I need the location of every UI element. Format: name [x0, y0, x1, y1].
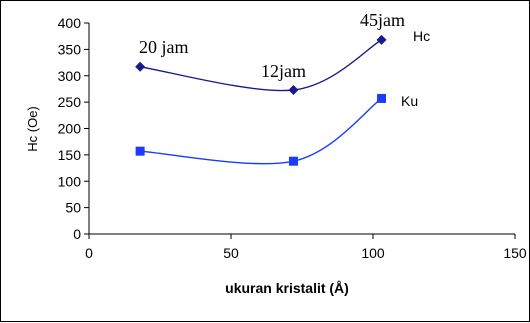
y-tick-label: 100 [58, 173, 82, 189]
series-label-ku: Ku [401, 93, 418, 109]
y-tick-label: 300 [58, 68, 82, 84]
y-axis-label: Hc (Oe) [25, 106, 40, 152]
y-ticks: 0 50 100 150 200 250 300 350 400 [58, 15, 89, 242]
annotation-20-jam: 20 jam [139, 37, 189, 57]
y-tick-label: 350 [58, 41, 82, 57]
data-point-hc [376, 34, 387, 45]
annotation-12jam: 12jam [261, 61, 306, 81]
y-tick-label: 200 [58, 121, 82, 137]
x-ticks: 0 50 100 150 [85, 234, 527, 261]
series-layer [135, 34, 387, 166]
y-tick-label: 50 [65, 200, 81, 216]
x-tick-label: 150 [503, 245, 527, 261]
x-axis-label: ukuran kristalit (Å) [225, 280, 349, 296]
y-tick-label: 0 [73, 226, 81, 242]
y-tick-label: 250 [58, 94, 82, 110]
x-tick-label: 100 [361, 245, 385, 261]
annotation-45jam: 45jam [360, 10, 405, 30]
x-tick-label: 0 [85, 245, 93, 261]
data-point-ku [135, 146, 145, 156]
series-hc [135, 34, 387, 95]
series-label-hc: Hc [413, 28, 430, 44]
series-ku [135, 93, 387, 166]
data-point-ku [377, 93, 387, 103]
x-tick-label: 50 [223, 245, 239, 261]
data-point-hc [135, 61, 146, 72]
data-point-ku [288, 156, 298, 166]
data-point-hc [288, 84, 299, 95]
series-line-ku [140, 97, 382, 165]
y-tick-label: 150 [58, 147, 82, 163]
y-tick-label: 400 [58, 15, 82, 31]
